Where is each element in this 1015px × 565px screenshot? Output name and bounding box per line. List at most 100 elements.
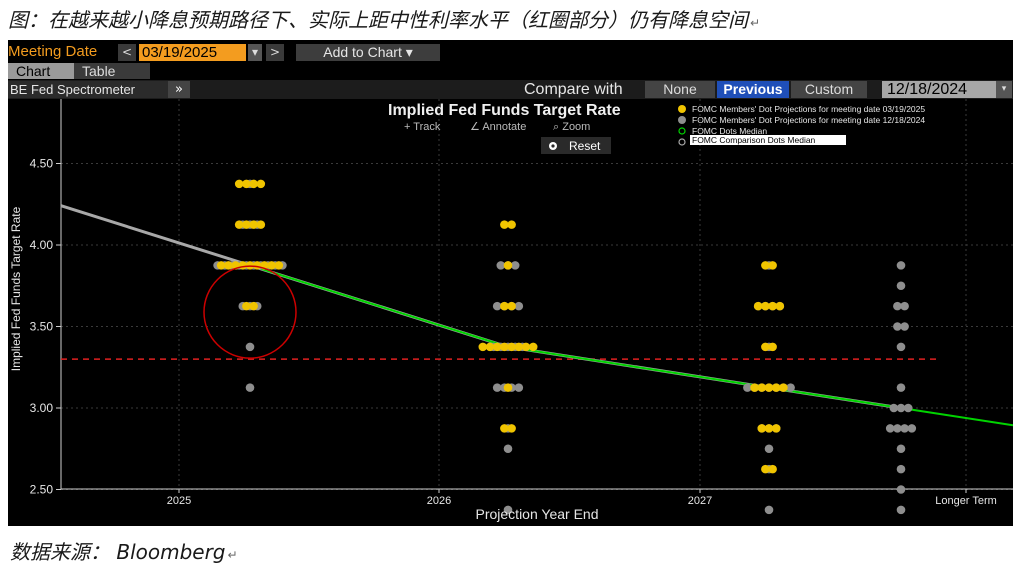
legend-marker-median: [678, 127, 686, 135]
meeting-date-value: 03/19/2025: [142, 44, 218, 61]
dot-current: [521, 342, 531, 352]
dot-current: [768, 342, 777, 352]
dot-previous: [245, 383, 255, 392]
dot-previous: [896, 505, 906, 515]
dot-current: [503, 261, 513, 270]
figure-caption: 图：在越来越小降息预期路径下、实际上距中性利率水平（红圈部分）仍有降息空间 ↵: [8, 4, 760, 34]
x-tick-label: 2025: [167, 495, 191, 507]
y-tick-label: 3.00: [30, 401, 54, 415]
compare-previous-button[interactable]: Previous: [717, 81, 789, 98]
dot-current: [768, 464, 777, 474]
dot-previous: [492, 301, 502, 311]
dot-previous: [786, 383, 795, 392]
next-date-button[interactable]: >: [266, 44, 284, 61]
dot-previous: [896, 444, 906, 454]
chart-legend: FOMC Members' Dot Projections for meetin…: [678, 104, 925, 146]
legend-label-comparison: FOMC Comparison Dots Median: [692, 135, 816, 145]
compare-date-dropdown-icon[interactable]: ▾: [996, 81, 1012, 98]
tab-table[interactable]: Table: [74, 63, 150, 79]
dot-previous: [503, 444, 513, 454]
dot-plot-chart: 4.50 4.00 3.50 3.00 2.50 2025 2026 2027 Longer T…: [9, 99, 1013, 522]
dot-current: [500, 220, 509, 229]
dot-current: [771, 383, 781, 392]
zoom-tool[interactable]: ⌕ Zoom: [553, 121, 590, 133]
compare-date-field[interactable]: 12/18/2024: [882, 81, 996, 98]
dot-previous: [496, 261, 506, 270]
dot-current: [768, 301, 777, 311]
dot-current: [249, 179, 258, 189]
dot-previous: [900, 301, 909, 311]
dot-previous: [514, 383, 524, 392]
dot-current: [485, 342, 495, 352]
dot-current: [761, 464, 770, 474]
date-dropdown-button[interactable]: ▾: [248, 44, 262, 61]
dot-current: [267, 261, 276, 270]
spectrometer-menu[interactable]: BE Fed Spectrometer: [8, 81, 188, 98]
legend-label-median: FOMC Dots Median: [692, 126, 767, 136]
tab-chart[interactable]: Chart: [8, 63, 78, 79]
meeting-date-label: Meeting Date: [8, 43, 98, 60]
dot-current: [234, 179, 244, 189]
dot-current: [242, 220, 251, 229]
dot-previous: [903, 403, 913, 413]
legend-label-comparison-highlight: [690, 135, 846, 145]
highlight-circle-group: [203, 265, 297, 359]
dot-previous: [885, 424, 895, 433]
reset-button[interactable]: [541, 137, 611, 154]
compare-none-button[interactable]: None: [645, 81, 715, 98]
dot-current: [764, 424, 774, 433]
dot-previous: [896, 403, 906, 413]
dot-previous: [492, 383, 502, 392]
dot-previous: [896, 342, 906, 352]
reset-icon-center: [551, 144, 555, 148]
dot-current: [507, 220, 516, 229]
caption-text: 图：在越来越小降息预期路径下、实际上距中性利率水平（红圈部分）仍有降息空间: [8, 8, 748, 32]
dot-current: [249, 220, 258, 229]
dot-current: [507, 424, 516, 433]
meeting-date-field[interactable]: 03/19/2025: [139, 44, 246, 61]
dot-current: [216, 261, 226, 270]
dot-current: [514, 342, 524, 352]
reset-label: Reset: [569, 139, 601, 153]
dot-current: [492, 342, 502, 352]
dot-current: [528, 342, 538, 352]
annotate-tool[interactable]: ∠ Annotate: [470, 121, 526, 133]
dot-previous: [896, 464, 906, 474]
track-tool[interactable]: + Track: [404, 121, 441, 133]
legend-label-previous: FOMC Members' Dot Projections for meetin…: [692, 115, 925, 125]
dot-current: [242, 301, 251, 311]
dot-current: [478, 342, 488, 352]
highlight-circle: [203, 265, 297, 359]
dot-previous: [900, 322, 909, 331]
dot-previous: [896, 485, 906, 494]
dot-previous: [893, 424, 902, 433]
dot-current: [507, 301, 516, 311]
compare-custom-button[interactable]: Custom: [791, 81, 867, 98]
dot-current: [503, 383, 513, 392]
dot-previous: [896, 383, 906, 392]
y-axis-title: Implied Fed Funds Target Rate: [9, 206, 23, 371]
x-tick-label: 2027: [688, 495, 712, 507]
dot-current: [750, 383, 759, 392]
dot-current: [500, 342, 509, 352]
source-text: 数据来源： Bloomberg: [10, 540, 226, 564]
x-tick-label: Longer Term: [935, 495, 997, 507]
dot-previous: [900, 424, 909, 433]
dot-current: [761, 342, 770, 352]
dot-current: [757, 383, 767, 392]
dot-previous: [743, 383, 752, 392]
chart-axes: 4.50 4.00 3.50 3.00 2.50 2025 2026 2027 Longer T…: [30, 99, 1013, 507]
dot-current: [256, 179, 266, 189]
dot-current: [761, 261, 770, 270]
dot-current: [274, 261, 284, 270]
legend-marker-comparison: [678, 138, 686, 146]
expand-chevron-icon[interactable]: »: [168, 81, 190, 98]
dot-current: [242, 179, 251, 189]
dot-current: [507, 342, 516, 352]
dot-previous: [907, 424, 917, 433]
chart-grid: [61, 99, 1013, 490]
x-tick-label: 2026: [427, 495, 451, 507]
add-to-chart-button[interactable]: Add to Chart ▾: [296, 44, 440, 61]
prev-date-button[interactable]: <: [118, 44, 136, 61]
y-tick-label: 2.50: [30, 483, 54, 497]
